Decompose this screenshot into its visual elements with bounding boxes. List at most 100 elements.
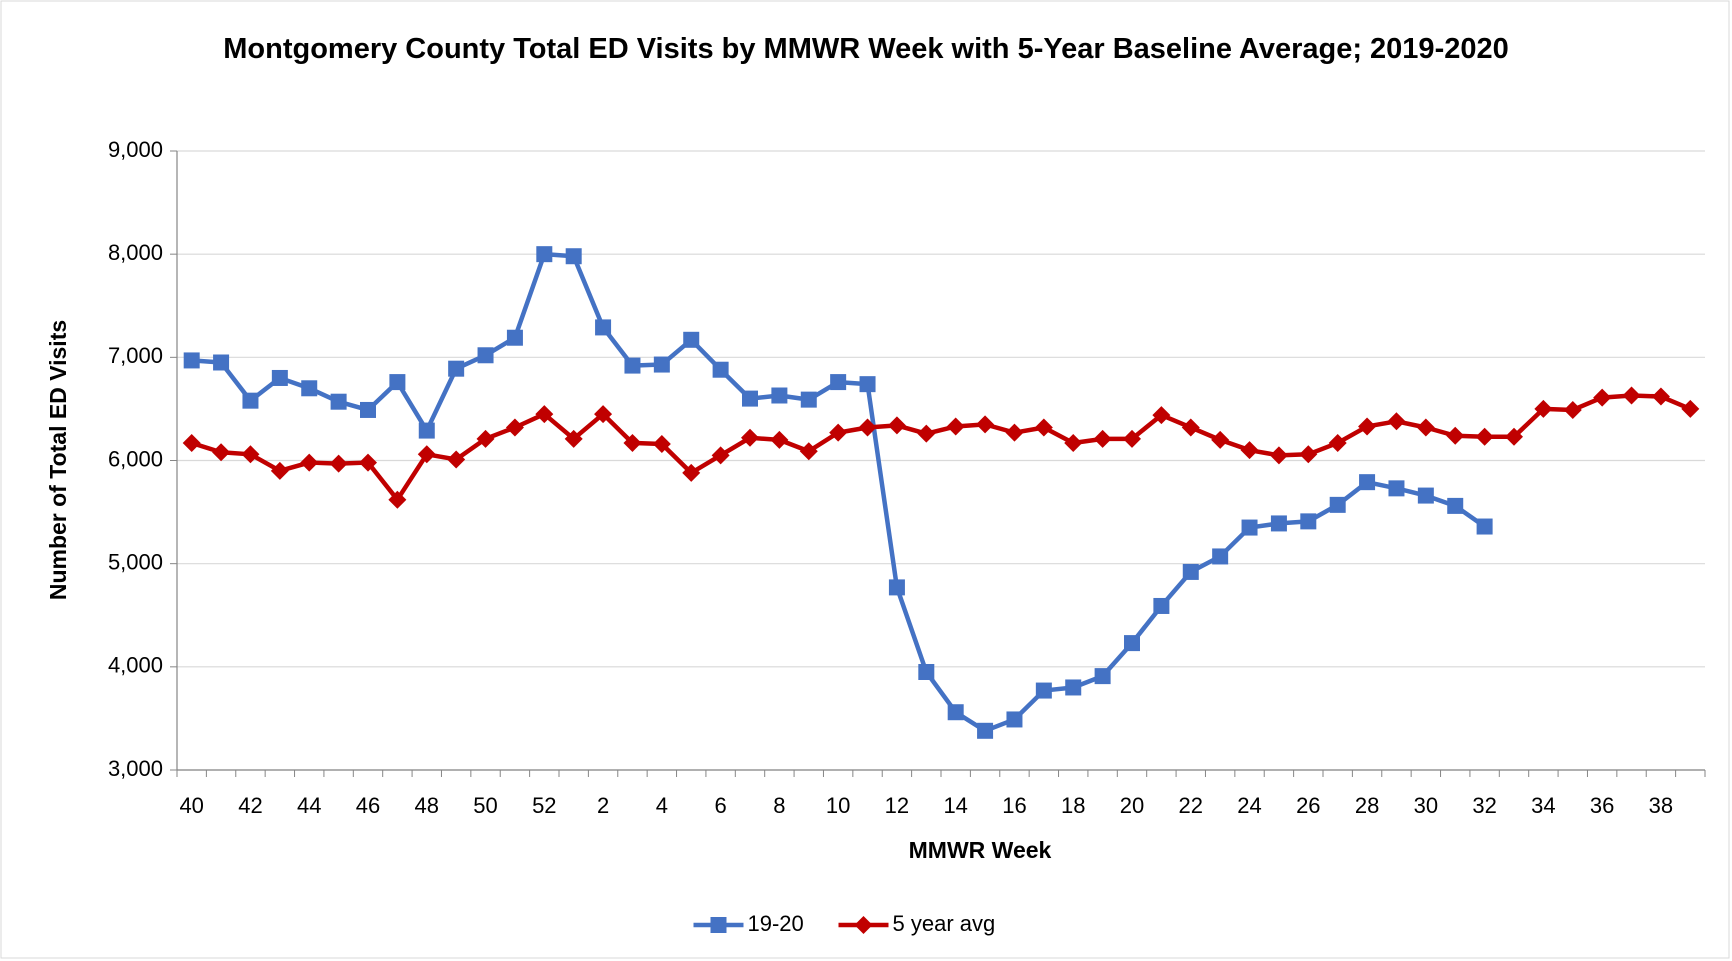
data-point — [536, 246, 553, 263]
data-point — [1446, 426, 1465, 445]
data-point — [917, 424, 936, 443]
data-point — [1270, 515, 1287, 532]
data-point — [447, 450, 466, 469]
data-point — [1065, 679, 1082, 696]
data-point — [535, 405, 554, 424]
data-point — [1447, 497, 1464, 514]
data-point — [330, 393, 347, 410]
data-point — [946, 417, 965, 436]
data-point — [1681, 399, 1700, 418]
data-point — [682, 463, 701, 482]
data-point — [1593, 388, 1612, 407]
x-tick-label: 6 — [714, 793, 726, 818]
data-point — [1387, 412, 1406, 431]
data-point — [1094, 668, 1111, 685]
data-point — [1358, 417, 1377, 436]
x-tick-label: 8 — [773, 793, 785, 818]
data-point — [623, 433, 642, 452]
data-point — [1181, 418, 1200, 437]
data-point — [1182, 563, 1199, 580]
y-tick-label: 4,000 — [108, 653, 163, 678]
y-tick-label: 6,000 — [108, 446, 163, 471]
x-tick-label: 10 — [826, 793, 850, 818]
x-tick-label: 14 — [943, 793, 967, 818]
data-point — [388, 490, 407, 509]
data-point — [1123, 429, 1141, 448]
data-point — [212, 443, 231, 462]
data-point — [1035, 682, 1052, 699]
legend-label: 5 year avg — [893, 911, 996, 936]
data-point — [448, 360, 465, 377]
data-point — [1505, 427, 1523, 446]
x-tick-label: 34 — [1531, 793, 1555, 818]
chart-title: Montgomery County Total ED Visits by MMW… — [223, 33, 1509, 65]
data-point — [1417, 487, 1434, 504]
data-point — [1034, 418, 1053, 437]
data-point — [183, 352, 200, 369]
y-tick-label: 8,000 — [108, 240, 163, 265]
data-point — [1241, 519, 1258, 536]
data-point — [653, 356, 670, 373]
data-point — [329, 454, 348, 473]
series-line — [191, 393, 1692, 502]
x-tick-label: 36 — [1590, 793, 1614, 818]
data-point — [799, 442, 818, 461]
x-tick-label: 42 — [238, 793, 262, 818]
x-tick-label: 4 — [656, 793, 668, 818]
data-point — [418, 422, 435, 439]
data-point — [1153, 597, 1170, 614]
data-point — [977, 722, 994, 739]
data-point — [918, 663, 935, 680]
x-tick-label: 26 — [1296, 793, 1320, 818]
x-tick-label: 46 — [356, 793, 380, 818]
data-point — [1064, 433, 1083, 452]
x-tick-label: 48 — [415, 793, 439, 818]
data-point — [1359, 474, 1376, 491]
data-point — [1651, 387, 1670, 406]
x-tick-label: 16 — [1002, 793, 1026, 818]
data-point — [505, 418, 524, 437]
data-point — [506, 329, 523, 346]
data-point — [829, 423, 848, 442]
y-tick-label: 3,000 — [108, 756, 163, 781]
data-point — [1476, 518, 1493, 535]
x-tick-label: 30 — [1414, 793, 1438, 818]
data-point — [741, 428, 759, 447]
legend-label: 19-20 — [748, 911, 804, 936]
legend-marker — [854, 916, 873, 934]
data-point — [1416, 418, 1435, 437]
data-point — [1093, 429, 1112, 448]
data-point — [947, 704, 964, 721]
y-tick-label: 5,000 — [108, 549, 163, 574]
data-point — [1534, 399, 1553, 418]
data-point — [1299, 445, 1318, 464]
data-point — [477, 347, 494, 364]
x-tick-label: 50 — [473, 793, 497, 818]
data-point — [242, 392, 259, 409]
x-tick-label: 12 — [885, 793, 909, 818]
data-point — [1300, 513, 1317, 530]
x-tick-label: 52 — [532, 793, 556, 818]
data-point — [888, 579, 905, 596]
y-tick-label: 7,000 — [108, 343, 163, 368]
data-point — [213, 354, 230, 371]
x-tick-label: 32 — [1472, 793, 1496, 818]
data-point — [1240, 441, 1259, 460]
x-tick-label: 40 — [179, 793, 203, 818]
data-point — [1328, 433, 1347, 452]
legend-marker — [710, 917, 727, 933]
x-tick-label: 18 — [1061, 793, 1085, 818]
data-point — [1211, 430, 1230, 449]
y-tick-label: 9,000 — [108, 137, 163, 162]
data-point — [182, 433, 201, 452]
data-point — [389, 374, 406, 391]
data-point — [830, 374, 847, 391]
data-point — [360, 401, 376, 418]
data-point — [800, 391, 817, 408]
data-point — [241, 445, 260, 464]
data-point — [271, 369, 288, 386]
data-point — [624, 357, 641, 374]
data-point — [359, 453, 377, 472]
x-tick-label: 20 — [1120, 793, 1144, 818]
